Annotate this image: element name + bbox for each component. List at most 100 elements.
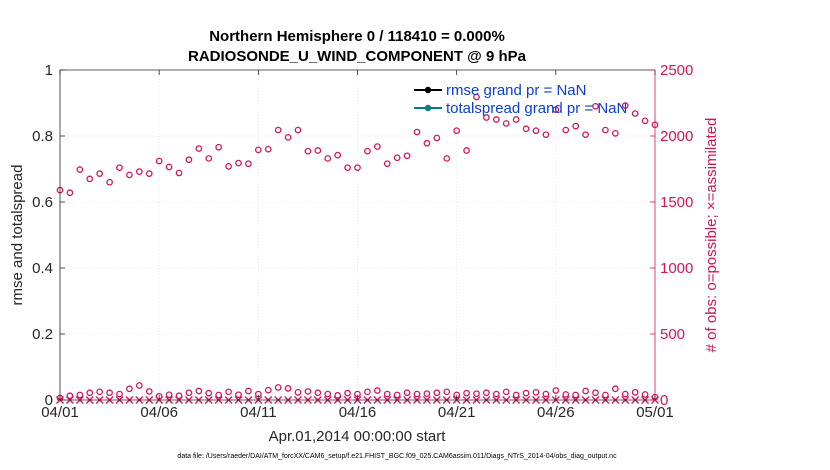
x-tick-label: 05/01 — [636, 404, 674, 421]
possible-obs-marker — [532, 388, 540, 396]
possible-obs-marker — [413, 390, 421, 398]
possible-obs-marker — [344, 389, 351, 397]
possible-obs-marker — [245, 387, 252, 395]
y-right-tick-label: 1000 — [660, 260, 693, 277]
possible-obs-marker — [621, 102, 629, 109]
possible-obs-marker — [304, 388, 312, 395]
possible-obs-marker — [552, 106, 560, 113]
possible-obs-marker — [126, 171, 133, 179]
possible-obs-marker — [264, 386, 272, 394]
legend: rmse grand pr = NaN totalspread grand pr… — [414, 82, 627, 117]
possible-obs-marker — [492, 390, 500, 398]
possible-obs-marker — [175, 169, 183, 177]
x-axis-label: Apr.01,2014 00:00:00 start — [269, 428, 447, 445]
possible-obs-marker — [542, 131, 550, 139]
possible-obs-marker — [135, 382, 143, 389]
possible-obs-marker — [602, 391, 609, 399]
possible-obs-marker — [135, 168, 143, 175]
possible-obs-marker — [245, 160, 252, 168]
possible-obs-marker — [165, 163, 173, 171]
possible-obs-marker — [522, 125, 530, 133]
possible-obs-marker — [631, 110, 639, 117]
possible-obs-marker — [254, 146, 262, 154]
data-file-footer: data file: /Users/raeder/DAI/ATM_forcXX/… — [177, 453, 617, 460]
possible-obs-marker — [116, 164, 123, 172]
y-right-axis-label: # of obs: o=possible; ×=assimilated — [703, 118, 720, 353]
chart-subtitle: RADIOSONDE_U_WIND_COMPONENT @ 9 hPa — [188, 48, 527, 65]
x-tick-label: 04/06 — [140, 404, 178, 421]
possible-obs-marker — [582, 131, 589, 139]
possible-obs-marker — [572, 122, 580, 130]
possible-obs-marker — [235, 159, 242, 167]
possible-obs-marker — [76, 166, 84, 174]
possible-obs-marker — [225, 388, 232, 396]
y-left-tick-label: 1 — [45, 62, 53, 79]
possible-obs-marker — [106, 178, 113, 186]
possible-obs-marker — [552, 387, 560, 394]
possible-obs-marker — [106, 389, 113, 397]
possible-obs-marker — [145, 388, 153, 395]
possible-obs-marker — [334, 151, 342, 159]
legend-marker-rmse — [424, 86, 432, 94]
possible-obs-marker — [185, 156, 193, 164]
possible-obs-marker — [383, 390, 391, 398]
possible-obs-marker — [572, 391, 580, 399]
possible-obs-marker — [284, 385, 292, 392]
possible-obs-marker — [562, 391, 570, 398]
possible-obs-marker — [116, 390, 123, 398]
possible-obs-marker — [423, 390, 431, 398]
x-tick-label: 04/01 — [41, 404, 79, 421]
possible-obs-marker — [512, 116, 520, 123]
possible-obs-marker — [373, 143, 381, 150]
possible-obs-marker — [126, 385, 133, 393]
y-right-tick-layer: 0 500 1000 1500 2000 2500 — [650, 62, 693, 409]
y-left-tick-label: 0.4 — [32, 260, 53, 277]
possible-obs-marker — [611, 385, 619, 393]
possible-obs-marker — [215, 391, 223, 399]
y-left-tick-layer: 0 0.2 0.4 0.6 0.8 1 — [32, 62, 65, 409]
y-right-tick-label: 0 — [660, 392, 668, 409]
x-tick-label: 04/21 — [438, 404, 476, 421]
possible-obs-marker — [582, 387, 589, 395]
y-left-axis-label: rmse and totalspread — [9, 165, 26, 306]
possible-obs-marker — [314, 147, 322, 154]
possible-obs-marker — [344, 164, 351, 172]
possible-obs-marker — [215, 143, 223, 151]
possible-obs-marker — [483, 114, 490, 121]
possible-obs-marker — [66, 392, 74, 400]
possible-obs-marker — [492, 116, 500, 123]
possible-obs-marker — [294, 126, 302, 134]
legend-marker-totalspread — [424, 104, 432, 112]
y-right-tick-label: 500 — [660, 326, 685, 343]
possible-obs-marker — [631, 388, 639, 396]
x-tick-label: 04/26 — [537, 404, 575, 421]
chart-title: Northern Hemisphere 0 / 118410 = 0.000% — [209, 28, 505, 45]
possible-obs-marker — [453, 127, 461, 135]
possible-obs-marker — [542, 390, 550, 398]
possible-obs-marker — [185, 389, 193, 397]
legend-label-rmse: rmse grand pr = NaN — [446, 82, 586, 99]
possible-obs-marker — [264, 145, 272, 153]
possible-obs-marker — [195, 387, 203, 395]
possible-obs-marker — [304, 147, 312, 155]
possible-obs-marker — [502, 388, 510, 396]
possible-obs-marker — [66, 189, 74, 197]
possible-obs-marker — [324, 390, 332, 398]
possible-obs-marker — [463, 147, 470, 154]
possible-obs-marker — [532, 127, 540, 135]
possible-obs-marker — [364, 147, 371, 155]
possible-obs-marker — [334, 392, 342, 399]
possible-obs-marker — [562, 126, 570, 134]
possible-obs-marker — [364, 388, 371, 396]
possible-obs-marker — [324, 155, 332, 162]
possible-obs-marker — [443, 388, 451, 396]
possible-obs-marker — [205, 155, 213, 162]
possible-obs-marker — [274, 384, 282, 391]
possible-obs-marker — [175, 392, 183, 400]
possible-obs-marker — [443, 155, 451, 162]
possible-obs-marker — [274, 126, 282, 134]
possible-obs-marker — [463, 389, 470, 397]
possible-obs-marker — [602, 126, 609, 134]
y-right-tick-label: 1500 — [660, 194, 693, 211]
y-right-tick-label: 2000 — [660, 128, 693, 145]
